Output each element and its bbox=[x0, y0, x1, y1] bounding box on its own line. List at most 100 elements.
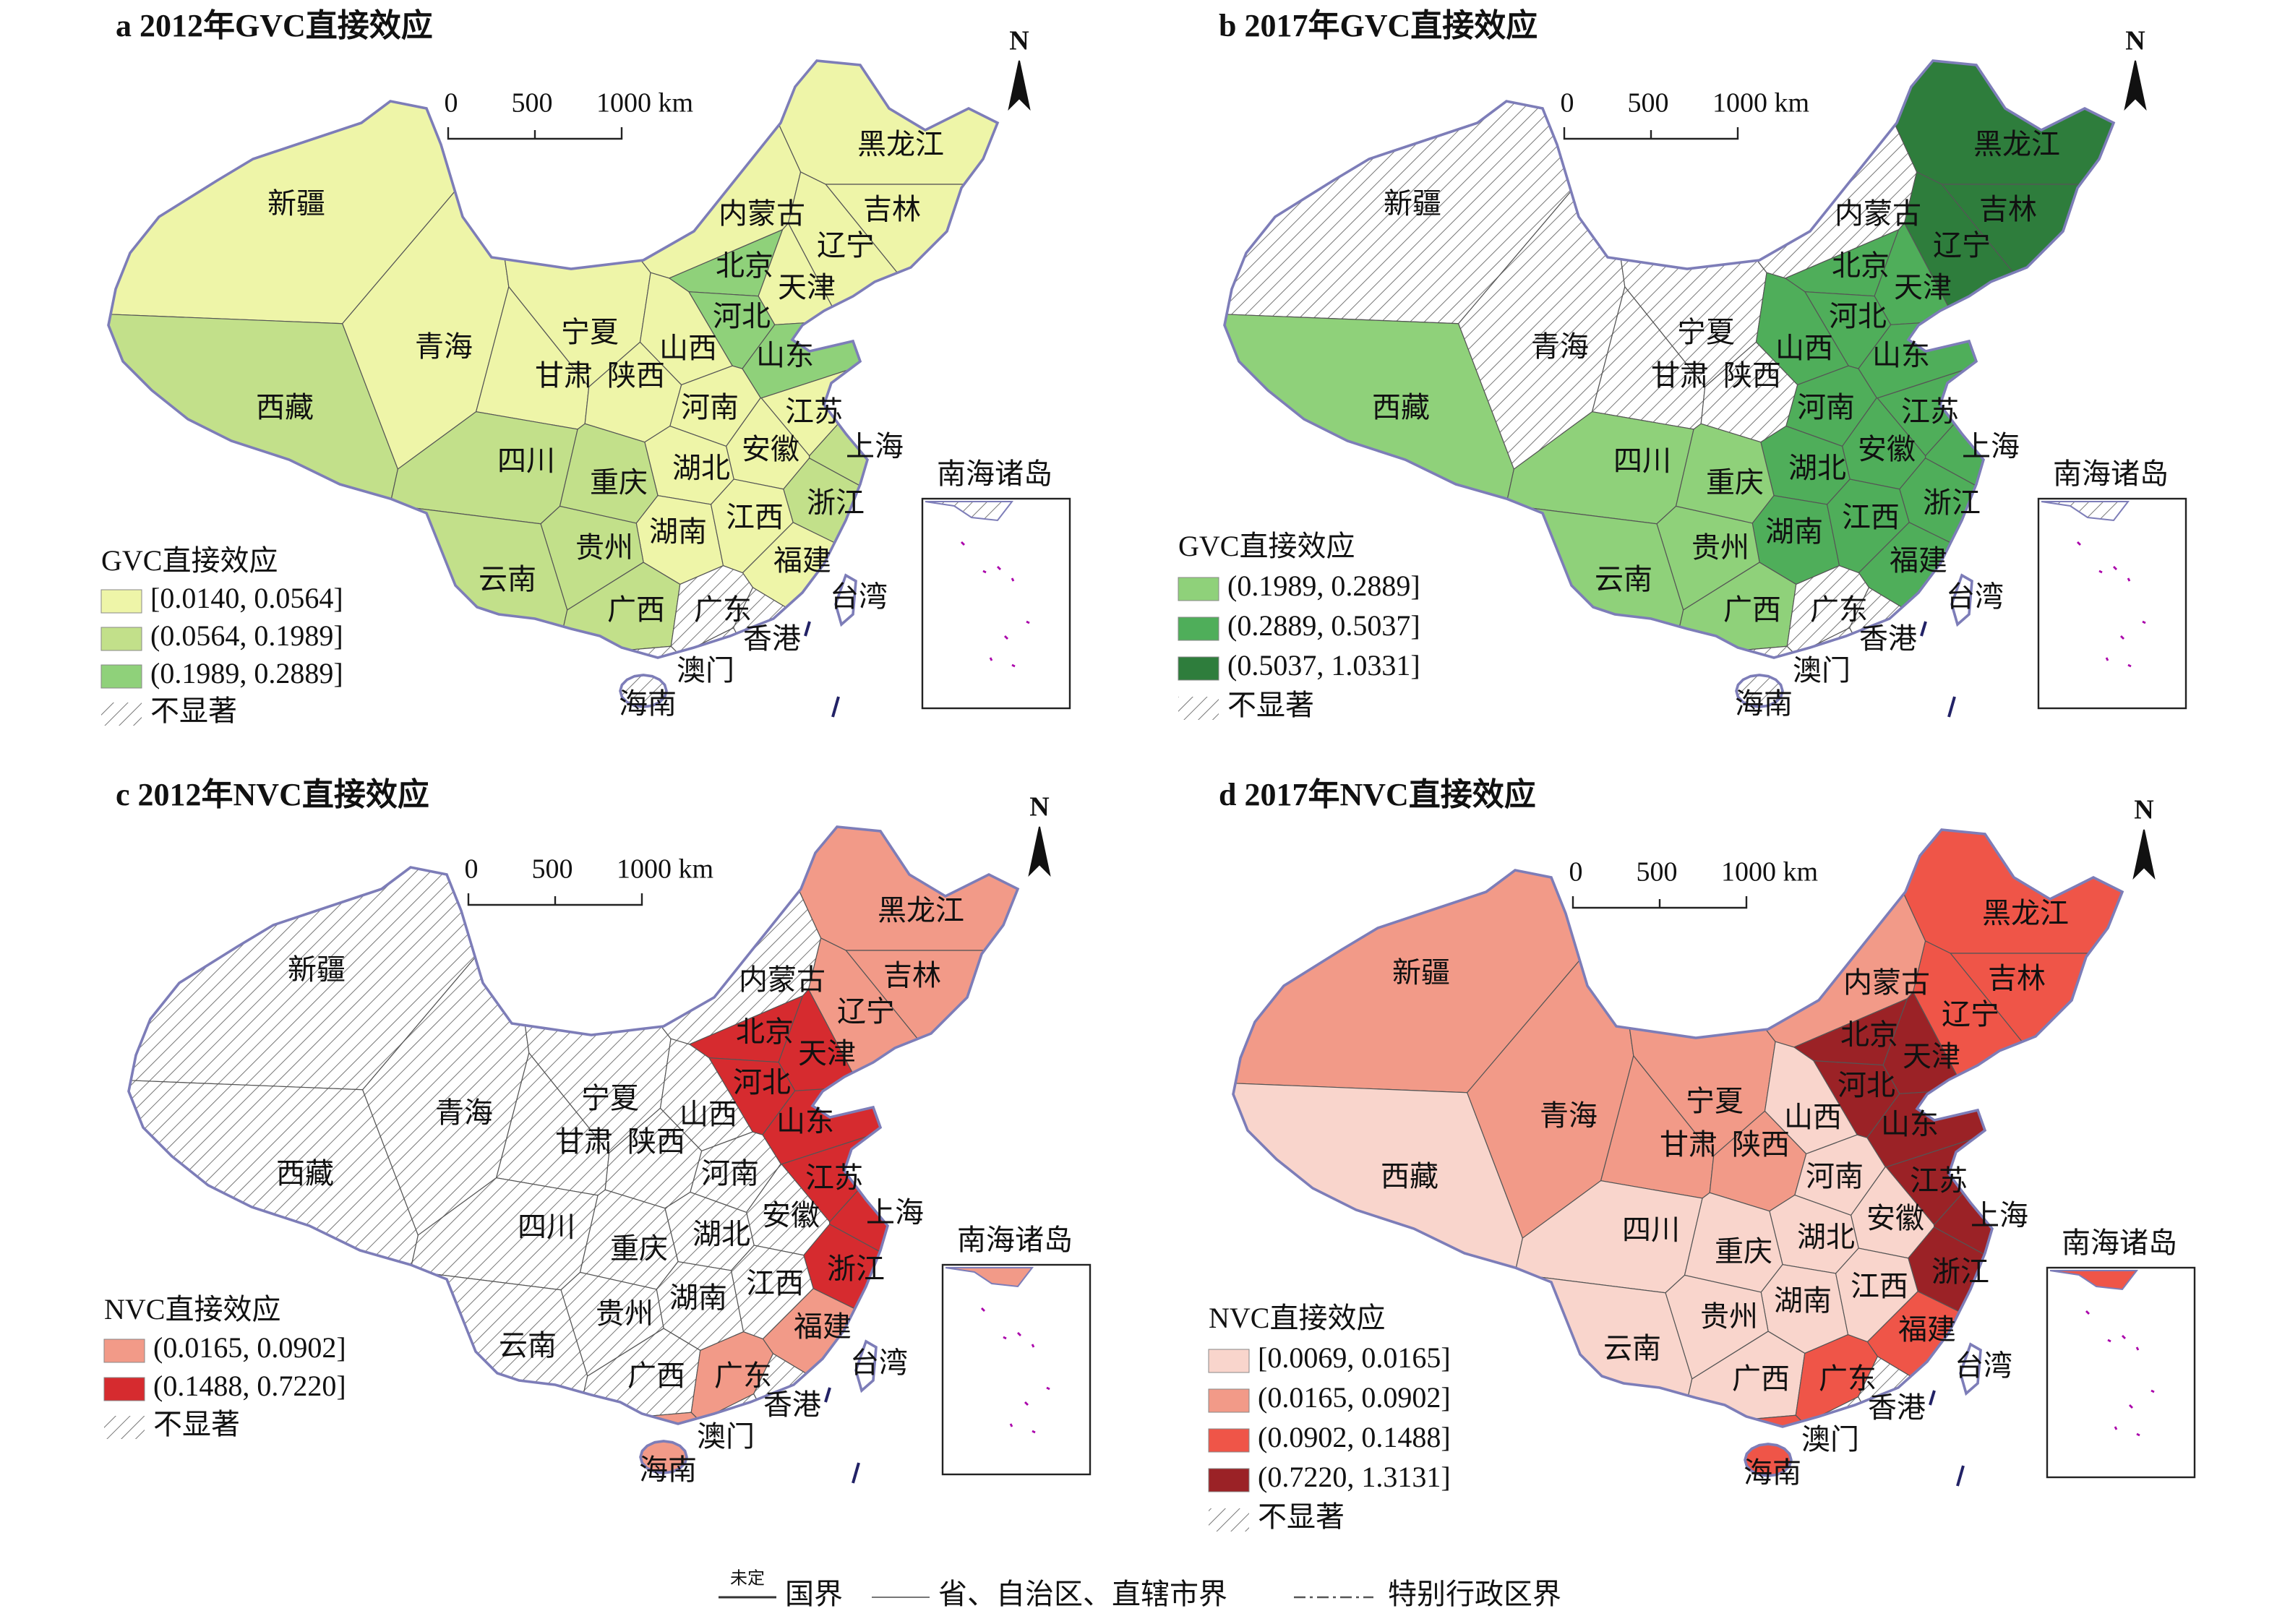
province-label: 天津 bbox=[1903, 1040, 1960, 1073]
province-label: 重庆 bbox=[590, 466, 648, 499]
province-label: 江西 bbox=[1851, 1270, 1908, 1302]
province-label: 四川 bbox=[1622, 1213, 1680, 1246]
legend-label: (0.7220, 1.3131] bbox=[1258, 1461, 1451, 1493]
legend-label: (0.5037, 1.0331] bbox=[1227, 649, 1420, 682]
border bbox=[1232, 828, 2124, 1428]
province-label: 山西 bbox=[1775, 332, 1833, 364]
province-label: 江西 bbox=[1842, 501, 1900, 533]
province-label: 福建 bbox=[794, 1310, 852, 1343]
panel-title: d 2017年NVC直接效应 bbox=[1219, 777, 1536, 812]
legend-label: 不显著 bbox=[150, 695, 237, 727]
legend-label: 不显著 bbox=[1258, 1500, 1345, 1533]
province-label: 福建 bbox=[1890, 544, 1947, 577]
province-label: 上海 bbox=[866, 1196, 924, 1229]
province-label: 吉林 bbox=[1979, 193, 2037, 225]
legend-label: (0.0165, 0.0902] bbox=[1258, 1381, 1451, 1414]
north-label: N bbox=[2125, 26, 2145, 56]
scale-label: 1000 km bbox=[596, 88, 693, 119]
province-label: 山东 bbox=[776, 1105, 834, 1138]
province-label: 北京 bbox=[736, 1015, 794, 1048]
province-label: 湖南 bbox=[1765, 515, 1823, 548]
province-label: 西藏 bbox=[1381, 1160, 1438, 1193]
province-label: 湖南 bbox=[1774, 1284, 1832, 1317]
legend-label: (0.0902, 0.1488] bbox=[1258, 1421, 1451, 1453]
province-label: 广东 bbox=[1819, 1362, 1877, 1395]
province-label: 新疆 bbox=[1384, 187, 1441, 220]
province-label: 山东 bbox=[756, 339, 814, 371]
legend-label: 不显著 bbox=[153, 1408, 240, 1440]
scale-label: 500 bbox=[1637, 857, 1678, 888]
province-label: 北京 bbox=[716, 249, 773, 282]
province-label: 江苏 bbox=[785, 395, 843, 428]
scale-bar bbox=[467, 893, 643, 906]
province-label: 河南 bbox=[1806, 1160, 1864, 1193]
panel-title: c 2012年NVC直接效应 bbox=[116, 777, 429, 812]
inset-coast bbox=[2041, 501, 2130, 522]
province-label: 河北 bbox=[1838, 1069, 1895, 1101]
inset-label: 南海诸岛 bbox=[957, 1224, 1073, 1256]
province-label: 甘肃 bbox=[535, 359, 593, 392]
province-label: 云南 bbox=[1603, 1332, 1661, 1365]
province-label: 黑龙江 bbox=[1973, 128, 2060, 160]
island-marks bbox=[1920, 621, 1956, 718]
scale-label: 1000 km bbox=[1721, 857, 1818, 888]
province-label: 安徽 bbox=[1858, 433, 1916, 465]
north-label: N bbox=[1009, 26, 1029, 56]
province-label: 西藏 bbox=[276, 1157, 334, 1190]
province-label: 湖北 bbox=[672, 452, 730, 484]
province-label: 吉林 bbox=[1988, 962, 2046, 994]
province-label: 重庆 bbox=[1706, 466, 1764, 499]
province-label: 内蒙古 bbox=[719, 197, 805, 230]
border bbox=[1744, 1443, 1793, 1477]
province-label: 海南 bbox=[619, 687, 677, 720]
province-label: 江苏 bbox=[1910, 1164, 1968, 1197]
legend-title: GVC直接效应 bbox=[1178, 530, 1355, 562]
inset-islands bbox=[2077, 541, 2146, 668]
province-label: 海南 bbox=[1744, 1456, 1801, 1489]
legend-label: [0.0069, 0.0165] bbox=[1258, 1341, 1451, 1374]
province-label: 河南 bbox=[681, 391, 739, 424]
province-label: 河南 bbox=[1797, 391, 1855, 424]
inset-coast bbox=[925, 501, 1014, 522]
province-label: 北京 bbox=[1832, 249, 1890, 282]
province-label: 澳门 bbox=[677, 654, 734, 687]
province-label: 山东 bbox=[1881, 1108, 1939, 1140]
inset-islands bbox=[2085, 1310, 2155, 1437]
province-label: 新疆 bbox=[288, 953, 346, 986]
legend-label: (0.0165, 0.0902] bbox=[153, 1331, 346, 1364]
province-label: 青海 bbox=[435, 1096, 493, 1129]
inset-islands bbox=[981, 1307, 1050, 1434]
scale-bar bbox=[1571, 896, 1748, 909]
scale-label: 0 bbox=[1569, 857, 1583, 888]
province-label: 湖南 bbox=[669, 1281, 727, 1314]
province-label: 香港 bbox=[743, 622, 801, 655]
province-label: 湖北 bbox=[1788, 452, 1846, 484]
inset-box bbox=[921, 497, 1071, 710]
province-label: 西藏 bbox=[256, 391, 314, 424]
province-label: 宁夏 bbox=[581, 1082, 639, 1114]
province-label: 贵州 bbox=[596, 1297, 653, 1330]
legend-label: (0.0564, 0.1989] bbox=[150, 619, 343, 652]
province-label: 陕西 bbox=[1723, 359, 1781, 392]
panel-title: b 2017年GVC直接效应 bbox=[1219, 8, 1538, 43]
province-label: 贵州 bbox=[1700, 1300, 1758, 1333]
legend-swatch bbox=[1178, 697, 1219, 720]
province-label: 广东 bbox=[714, 1359, 772, 1392]
legend-swatch bbox=[100, 664, 142, 689]
province-label: 青海 bbox=[415, 330, 473, 363]
legend-swatch bbox=[104, 1416, 145, 1439]
scale-label: 500 bbox=[1628, 88, 1669, 119]
province-label: 河北 bbox=[733, 1066, 791, 1099]
province-label: 山西 bbox=[659, 332, 717, 364]
inset-label: 南海诸岛 bbox=[937, 457, 1052, 490]
footer-note: 未定 bbox=[730, 1569, 765, 1589]
province-label: 陕西 bbox=[627, 1125, 685, 1158]
legend-title: NVC直接效应 bbox=[1209, 1302, 1385, 1334]
province-label: 贵州 bbox=[1691, 531, 1749, 564]
province-label: 台湾 bbox=[1955, 1349, 2012, 1382]
province-label: 香港 bbox=[1868, 1391, 1926, 1424]
legend-swatch bbox=[103, 1377, 145, 1401]
legend-swatch bbox=[1178, 616, 1219, 641]
province-label: 四川 bbox=[518, 1211, 575, 1243]
